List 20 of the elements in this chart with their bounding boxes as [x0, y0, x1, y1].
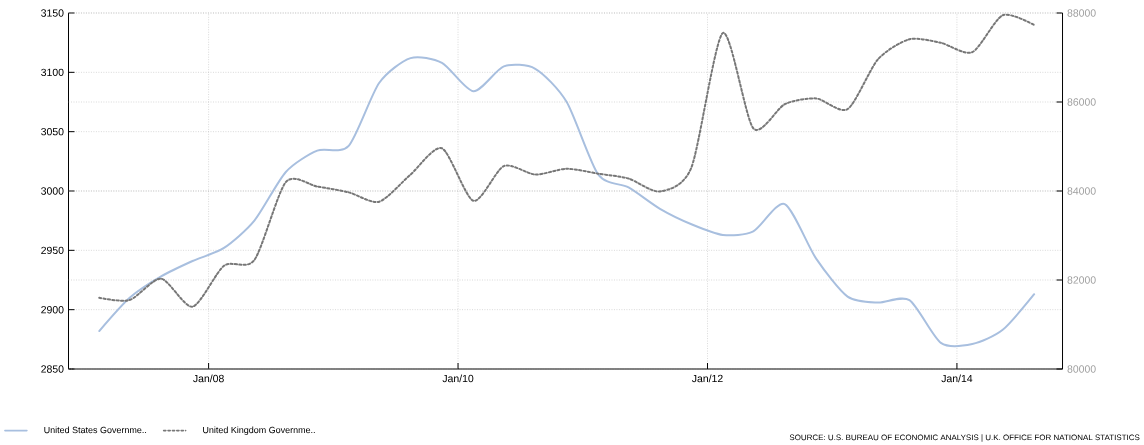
y-tick-label: 2900 — [41, 305, 64, 314]
line-series — [98, 56, 1036, 347]
y2-tick-label: 88000 — [1067, 9, 1096, 17]
y-tick-label: 3000 — [41, 187, 64, 195]
line-series — [98, 13, 1036, 308]
y-tick-label: 2850 — [41, 365, 64, 373]
y2-tick-label: 80000 — [1067, 365, 1096, 373]
y-tick-label: 3100 — [41, 68, 64, 77]
y-tick-label: 3050 — [41, 127, 64, 136]
y2-tick-label: 84000 — [1067, 187, 1096, 195]
y-tick-label: 2950 — [41, 246, 64, 255]
legend-label: United Kingdom Governme.. — [203, 426, 315, 435]
y2-tick-label: 82000 — [1067, 276, 1096, 284]
y-tick-label: 3150 — [41, 9, 64, 17]
y2-tick-label: 86000 — [1067, 98, 1096, 106]
x-tick-label: Jan/08 — [193, 374, 224, 383]
legend-label: United States Governme.. — [44, 426, 147, 434]
x-tick-label: Jan/10 — [442, 374, 474, 383]
x-tick-label: Jan/12 — [691, 374, 723, 383]
x-tick-label: Jan/14 — [941, 374, 973, 383]
